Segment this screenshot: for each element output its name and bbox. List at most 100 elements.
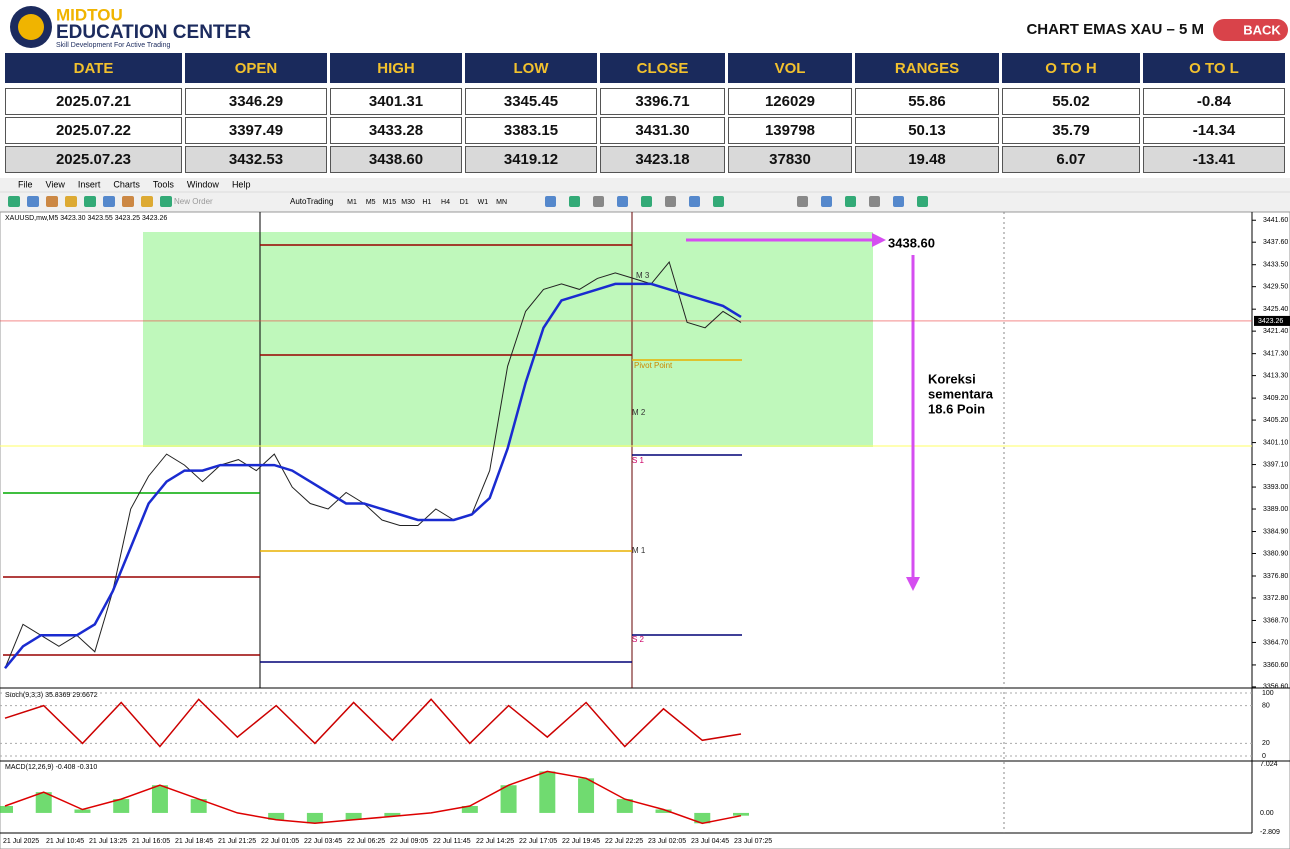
table-cell: -0.84 [1143,88,1285,115]
tool-icon[interactable] [821,196,832,207]
table-cell: 3397.49 [185,117,327,144]
note: sementara [928,386,994,401]
tool-icon[interactable] [713,196,724,207]
menu-item[interactable]: View [46,179,66,189]
timeframe[interactable]: MN [496,199,507,206]
timeframe[interactable]: M5 [366,199,376,206]
table-header: O TO H [1002,53,1140,83]
macd-bar [500,785,517,813]
back-button[interactable]: BACK [1213,19,1288,41]
brand-sub: EDUCATION CENTER [56,22,251,43]
price-label: 3368.70 [1263,617,1288,624]
tool-icon[interactable] [797,196,808,207]
back-bg[interactable] [1213,19,1288,41]
macd-bar [113,799,130,813]
tool-icon[interactable] [103,196,115,207]
time-label: 22 Jul 03:45 [304,838,342,845]
tool-icon[interactable] [27,196,39,207]
tool-icon[interactable] [869,196,880,207]
macd-bar [461,806,478,813]
price-label: 3376.80 [1263,573,1288,580]
tool-icon[interactable] [917,196,928,207]
table-header: O TO L [1143,53,1285,83]
timeframe[interactable]: H1 [422,199,431,206]
menu-item[interactable]: Charts [113,179,140,189]
timeframe[interactable]: W1 [478,199,489,206]
tool-icon[interactable] [545,196,556,207]
tool-icon[interactable] [893,196,904,207]
timeframe[interactable]: H4 [441,199,450,206]
tool-icon[interactable] [617,196,628,207]
table-header: VOL [728,53,852,83]
time-label: 22 Jul 06:25 [347,838,385,845]
table-cell: 126029 [728,88,852,115]
table-cell: 3432.53 [185,146,327,173]
tool-icon[interactable] [569,196,580,207]
stoch-tick: 20 [1262,740,1270,747]
price-label: 3429.50 [1263,284,1288,291]
table-cell: 3401.31 [330,88,462,115]
price-label: 3409.20 [1263,395,1288,402]
price-label: 3389.00 [1263,506,1288,513]
price-label: 3356.60 [1263,684,1288,691]
menu-item[interactable]: Help [232,179,251,189]
tool-icon[interactable] [160,196,172,207]
pivot-label: M 2 [632,408,646,417]
stoch-tick: 0 [1262,753,1266,760]
tool-icon[interactable] [8,196,20,207]
tool-icon[interactable] [845,196,856,207]
time-label: 21 Jul 10:45 [46,838,84,845]
zone-box [143,232,873,447]
table-cell: 2025.07.22 [5,117,182,144]
macd-bar [35,792,52,813]
price-label: 3437.60 [1263,239,1288,246]
table-header: CLOSE [600,53,725,83]
series-line [4,282,742,669]
high-label: 3438.60 [888,235,935,250]
macd-bar [694,812,711,824]
timeframe[interactable]: D1 [460,199,469,206]
menu-item[interactable]: Tools [153,179,175,189]
macd-bar [306,812,323,824]
timeframe[interactable]: M1 [347,199,357,206]
table-cell: 3346.29 [185,88,327,115]
menu-item[interactable]: File [18,179,33,189]
table-cell: 19.48 [855,146,999,173]
macd-bar [268,812,285,820]
tool-icon[interactable] [641,196,652,207]
tool-icon[interactable] [593,196,604,207]
autotrading[interactable]: AutoTrading [290,197,333,206]
table-header: DATE [5,53,182,83]
timeframe[interactable]: M15 [383,199,397,206]
stoch-label: Stoch(9,3,3) 35.8369 29.6672 [5,692,98,699]
time-label: 22 Jul 22:25 [605,838,643,845]
tool-icon[interactable] [46,196,58,207]
tagline: Skill Development For Active Trading [56,42,170,49]
new-order[interactable]: New Order [174,197,213,206]
current-price: 3423.26 [1258,318,1283,325]
table-cell: 6.07 [1002,146,1140,173]
menu-item[interactable]: Window [187,179,220,189]
tool-icon[interactable] [122,196,134,207]
note: Koreksi [928,371,976,386]
arrow-head [872,233,886,247]
tool-icon[interactable] [689,196,700,207]
table-cell: 2025.07.21 [5,88,182,115]
time-label: 23 Jul 02:05 [648,838,686,845]
macd-tick: -2.809 [1260,829,1280,836]
tool-icon[interactable] [665,196,676,207]
timeframe[interactable]: M30 [401,199,415,206]
tool-icon[interactable] [65,196,77,207]
note: 18.6 Poin [928,401,985,416]
time-label: 22 Jul 14:25 [476,838,514,845]
menu-item[interactable]: Insert [78,179,101,189]
macd-bar [733,812,749,816]
tool-icon[interactable] [141,196,153,207]
table-cell: 3345.45 [465,88,597,115]
back-label[interactable]: BACK [1243,22,1281,37]
stoch-tick: 80 [1262,702,1270,709]
tool-icon[interactable] [84,196,96,207]
brand: MIDTOU [56,5,123,24]
